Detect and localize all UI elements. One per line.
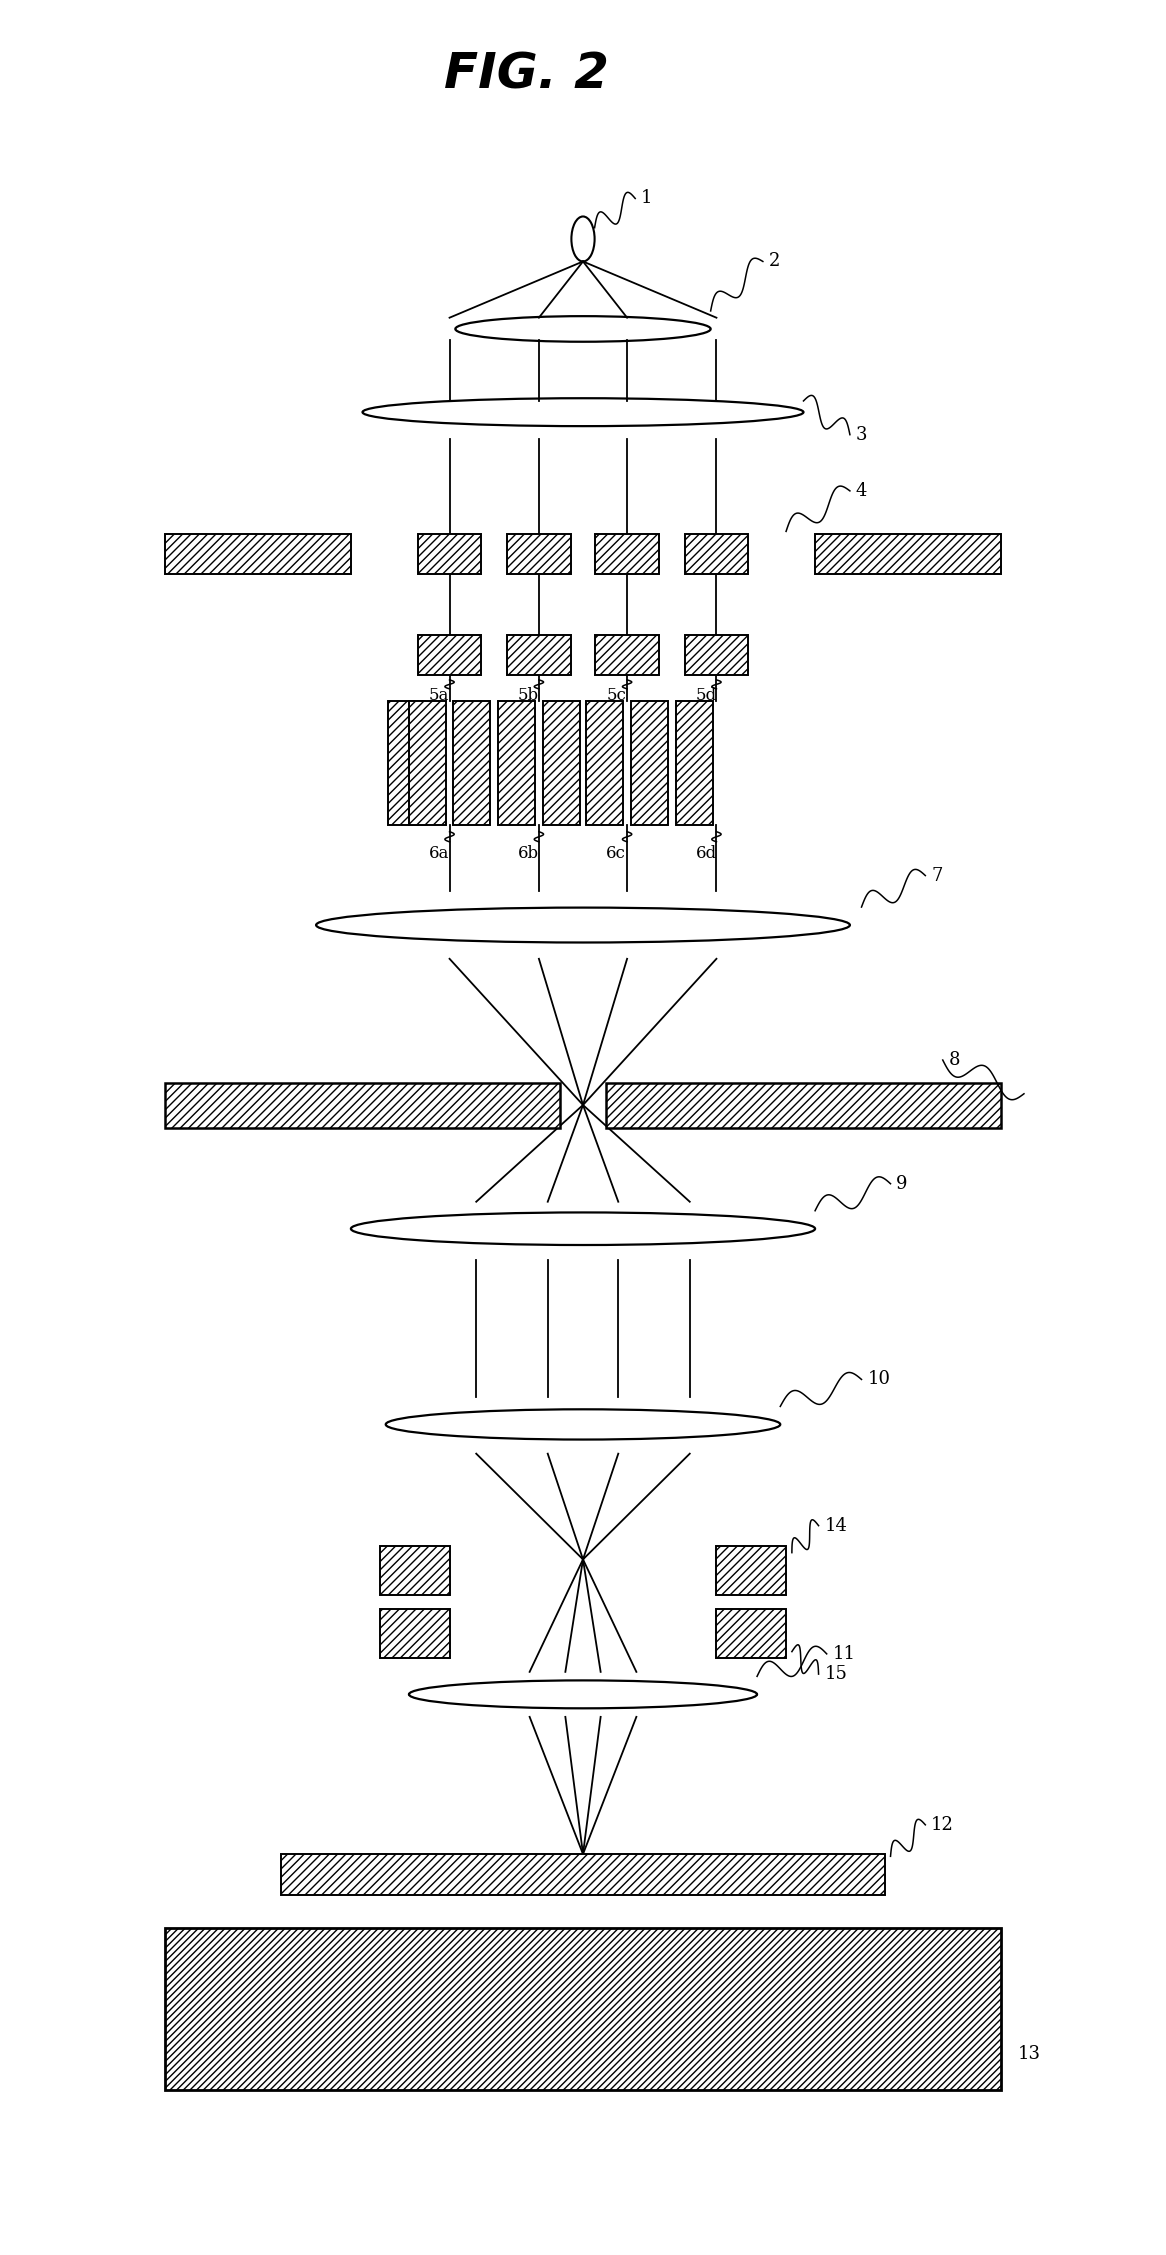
Text: 9: 9: [897, 1175, 908, 1193]
Bar: [498, 701, 535, 825]
Text: 7: 7: [932, 866, 942, 884]
Bar: [606, 1082, 1000, 1128]
Text: 15: 15: [824, 1664, 848, 1682]
Bar: [166, 534, 351, 575]
Bar: [631, 701, 668, 825]
Text: 3: 3: [856, 426, 868, 444]
Bar: [281, 1854, 885, 1894]
Bar: [684, 534, 749, 575]
Text: 2: 2: [768, 253, 780, 271]
Bar: [380, 1547, 450, 1594]
Text: 6b: 6b: [518, 846, 539, 861]
Bar: [595, 534, 659, 575]
Bar: [166, 1928, 1000, 2090]
Bar: [454, 701, 491, 825]
Text: 4: 4: [856, 483, 868, 501]
Text: 1: 1: [641, 189, 653, 207]
Text: 5b: 5b: [518, 688, 539, 704]
Bar: [595, 636, 659, 674]
Text: 5a: 5a: [429, 688, 449, 704]
Text: 14: 14: [824, 1518, 848, 1536]
Text: 12: 12: [932, 1815, 954, 1833]
Text: 10: 10: [868, 1371, 891, 1389]
Text: 5d: 5d: [696, 688, 717, 704]
Bar: [417, 534, 482, 575]
Text: 13: 13: [1018, 2045, 1041, 2063]
Text: 6c: 6c: [606, 846, 626, 861]
Bar: [675, 701, 712, 825]
Bar: [716, 1608, 786, 1657]
Bar: [417, 636, 482, 674]
Bar: [166, 1082, 560, 1128]
Bar: [684, 636, 749, 674]
Text: FIG. 2: FIG. 2: [444, 52, 609, 99]
Bar: [716, 1547, 786, 1594]
Bar: [507, 636, 571, 674]
Bar: [380, 1608, 450, 1657]
Bar: [815, 534, 1000, 575]
Text: 6a: 6a: [429, 846, 449, 861]
Text: 11: 11: [833, 1644, 856, 1662]
Bar: [542, 701, 580, 825]
Text: 6d: 6d: [696, 846, 717, 861]
Bar: [388, 701, 426, 825]
Bar: [507, 534, 571, 575]
Bar: [586, 701, 624, 825]
Text: 5c: 5c: [606, 688, 626, 704]
Text: 8: 8: [948, 1051, 960, 1069]
Bar: [409, 701, 445, 825]
